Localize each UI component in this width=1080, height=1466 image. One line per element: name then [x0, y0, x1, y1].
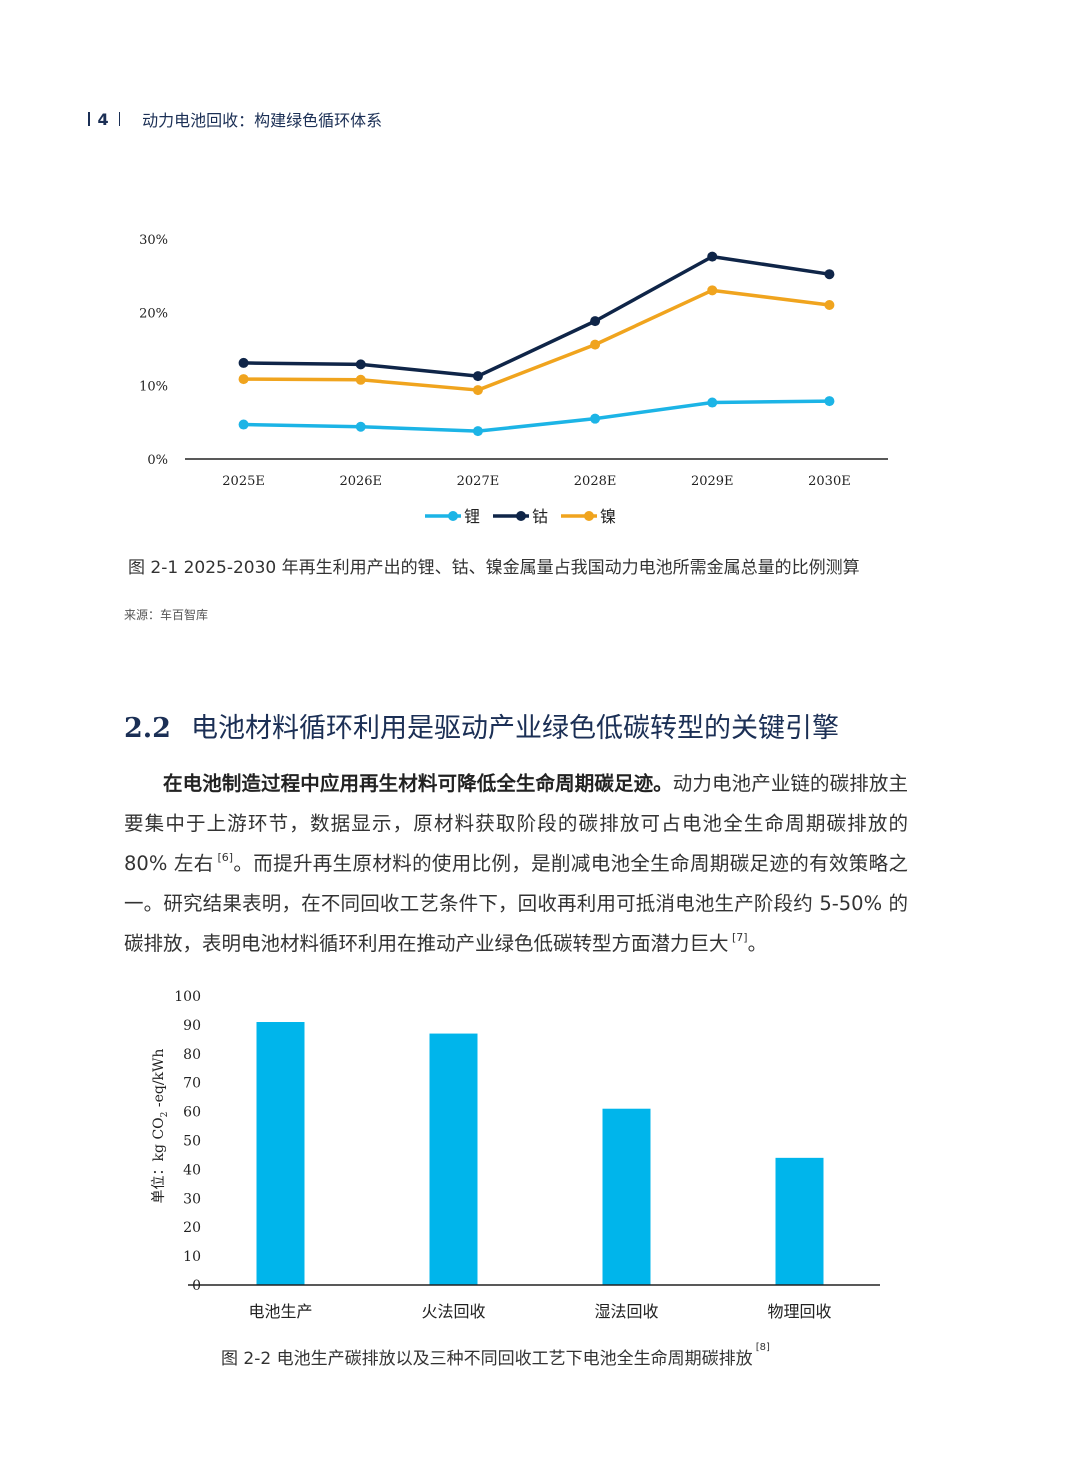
figure-2-caption: 图 2-2 电池生产碳排放以及三种不同回收工艺下电池全生命周期碳排放 [8]	[221, 1342, 770, 1369]
bar	[602, 1108, 651, 1285]
line-x-tick-label: 2029E	[691, 474, 734, 489]
data-point	[472, 385, 483, 396]
bar-chart-x-ticks: 电池生产 火法回收 湿法回收 物理回收	[248, 1302, 831, 1321]
bar-y-tick-label: 40	[183, 1162, 201, 1178]
body-lead-sentence: 在电池制造过程中应用再生材料可降低全生命周期碳足迹。	[163, 772, 673, 795]
data-point	[824, 269, 835, 280]
data-point	[824, 300, 835, 310]
bar-y-tick-label: 0	[192, 1278, 201, 1294]
line-chart-y-ticks: 0% 10% 20% 30%	[139, 233, 168, 468]
body-text-3: 。	[747, 932, 768, 955]
data-point	[707, 251, 718, 262]
line-x-tick-label: 2028E	[574, 474, 617, 489]
body-text-2: 。而提升再生原材料的使用比例，是削减电池全生命周期碳足迹的有效策略之一。研究结果…	[124, 852, 909, 955]
reference-8: [8]	[752, 1342, 770, 1353]
body-paragraph: 在电池制造过程中应用再生材料可降低全生命周期碳足迹。动力电池产业链的碳排放主要集…	[124, 764, 908, 964]
bar-y-tick-label: 60	[183, 1105, 201, 1121]
bar-x-tick-label: 物理回收	[767, 1302, 831, 1321]
line-x-tick-label: 2026E	[339, 474, 382, 489]
bar-y-tick-label: 70	[183, 1076, 201, 1092]
line-chart-legend: 锂钴镍	[425, 507, 616, 526]
figure-1-source: 来源：车百智库	[124, 608, 209, 622]
reference-6: [6]	[213, 850, 234, 864]
line-x-tick-label: 2025E	[222, 474, 265, 489]
legend-marker	[448, 511, 458, 521]
data-point	[355, 374, 366, 385]
bar	[429, 1033, 478, 1285]
data-point	[472, 371, 483, 382]
body-text-1: 动力电池产业链的碳排放主要集中于上游环节，数据显示，原材料获取阶段的碳排放可占电…	[124, 772, 908, 875]
section-number: 2.2	[124, 713, 171, 744]
series-line	[243, 399, 830, 433]
bar-chart-bars	[256, 1022, 824, 1285]
bar-x-tick-label: 电池生产	[248, 1302, 312, 1321]
legend-marker	[516, 511, 526, 521]
y-label-sub: 2	[160, 1112, 170, 1118]
data-point	[355, 421, 366, 432]
line-chart: 0% 10% 20% 30% 2025E 2026E 2027E 2028E 2029E 203…	[139, 233, 888, 526]
data-point	[707, 397, 718, 408]
bar	[775, 1157, 824, 1285]
bar	[256, 1022, 305, 1285]
bar-y-tick-label: 80	[183, 1047, 201, 1063]
running-header: 4 动力电池回收：构建绿色循环体系	[80, 108, 382, 130]
bar-y-tick-label: 30	[183, 1191, 201, 1207]
line-chart-x-ticks: 2025E 2026E 2027E 2028E 2029E 2030E	[222, 474, 850, 489]
line-y-tick-label: 30%	[139, 233, 168, 248]
figure-1-caption: 图 2-1 2025-2030 年再生利用产出的锂、钴、镍金属量占我国动力电池所…	[128, 558, 860, 578]
figure-2-caption-text: 图 2-2 电池生产碳排放以及三种不同回收工艺下电池全生命周期碳排放	[221, 1349, 753, 1369]
bar-y-tick-label: 90	[183, 1018, 201, 1034]
page-number: 4	[97, 109, 111, 129]
data-point	[238, 357, 249, 368]
data-point	[590, 413, 601, 424]
bar-y-tick-label: 50	[183, 1134, 201, 1150]
bar-chart-y-ticks: 0 10 20 30 40 50 60 70 80 90 100	[174, 989, 201, 1294]
y-label-prefix: 单位：kg CO	[151, 1117, 167, 1203]
data-point	[590, 339, 601, 350]
bar-y-tick-label: 20	[183, 1220, 201, 1236]
data-point	[238, 419, 249, 430]
bar-x-tick-label: 火法回收	[421, 1302, 485, 1321]
data-point	[707, 285, 718, 296]
reference-7: [7]	[728, 930, 748, 944]
line-x-tick-label: 2027E	[457, 474, 500, 489]
legend-label: 锂	[464, 507, 480, 526]
series-line	[243, 254, 830, 378]
bar-x-tick-label: 湿法回收	[594, 1302, 658, 1321]
bar-y-tick-label: 100	[174, 989, 201, 1005]
line-chart-series	[238, 251, 835, 437]
line-y-tick-label: 20%	[139, 306, 168, 321]
running-title: 动力电池回收：构建绿色循环体系	[142, 111, 383, 130]
section-title-text: 电池材料循环利用是驱动产业绿色低碳转型的关键引擎	[190, 713, 839, 744]
bar-y-tick-label: 10	[183, 1249, 201, 1265]
section-heading: 2.2 电池材料循环利用是驱动产业绿色低碳转型的关键引擎	[124, 706, 839, 745]
legend-label: 镍	[600, 507, 616, 526]
header-divider-left	[88, 112, 90, 126]
header-divider-right	[118, 112, 121, 126]
data-point	[472, 426, 483, 437]
bar-chart: 单位：kg CO2 -eq/kWh 0 10 20 30 40 50 60 70 80 90 100…	[151, 989, 880, 1321]
data-point	[824, 396, 835, 407]
line-y-tick-label: 0%	[147, 453, 168, 468]
series-line	[243, 288, 830, 392]
bar-chart-y-label: 单位：kg CO2 -eq/kWh	[151, 1049, 170, 1204]
data-point	[238, 374, 249, 385]
data-point	[590, 316, 601, 327]
data-point	[355, 359, 366, 370]
legend-marker	[584, 511, 594, 521]
line-y-tick-label: 10%	[139, 380, 168, 395]
y-label-suffix: -eq/kWh	[151, 1049, 167, 1112]
line-x-tick-label: 2030E	[808, 474, 851, 489]
legend-label: 钴	[532, 507, 548, 526]
